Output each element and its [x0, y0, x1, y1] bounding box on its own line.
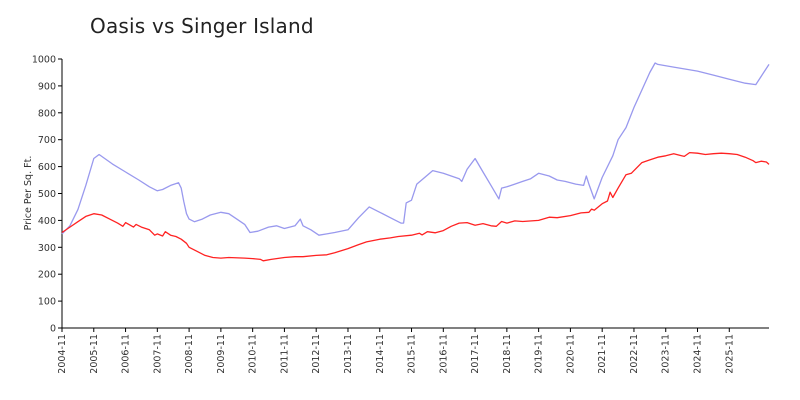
x-tick-label: 2016-11: [438, 334, 449, 374]
y-tick-label: 500: [38, 189, 56, 200]
x-tick-label: 2023-11: [661, 334, 672, 374]
x-tick-label: 2009-11: [216, 334, 227, 374]
x-tick-label: 2008-11: [184, 334, 195, 374]
x-tick-label: 2021-11: [597, 334, 608, 374]
y-tick-label: 200: [38, 270, 56, 281]
y-tick-label: 400: [38, 216, 56, 227]
x-tick-label: 2022-11: [629, 334, 640, 374]
x-tick-label: 2019-11: [534, 334, 545, 374]
y-tick-label: 1000: [32, 55, 56, 66]
y-axis-label: Price Per Sq. Ft.: [23, 156, 34, 231]
series-layer: [61, 62, 770, 262]
x-tick-label: 2011-11: [279, 334, 290, 374]
x-tick-label: 2010-11: [248, 334, 259, 374]
y-tick-label: 800: [38, 108, 56, 119]
y-tick-label: 700: [38, 135, 56, 146]
x-tick-label: 2024-11: [693, 334, 704, 374]
x-tick-label: 2025-11: [724, 334, 735, 374]
x-tick-label: 2017-11: [470, 334, 481, 374]
chart-title: Oasis vs Singer Island: [90, 14, 314, 38]
y-tick-label: 0: [50, 324, 56, 335]
series-line-2: [61, 151, 770, 262]
x-tick-label: 2012-11: [311, 334, 322, 374]
x-tick-label: 2018-11: [502, 334, 513, 374]
x-tick-label: 2014-11: [375, 334, 386, 374]
y-tick-label: 100: [38, 297, 56, 308]
x-tick-label: 2005-11: [89, 334, 100, 374]
x-tick-label: 2007-11: [152, 334, 163, 374]
y-tick-label: 900: [38, 81, 56, 92]
y-tick-label: 300: [38, 243, 56, 254]
x-tick-label: 2004-11: [57, 334, 68, 374]
x-tick-label: 2006-11: [121, 334, 132, 374]
x-tick-label: 2013-11: [343, 334, 354, 374]
y-axis: 0 100 200 300 400 500 600 700 800 900 1000: [32, 55, 63, 335]
x-axis: 2004-11 2005-11 2006-11 2007-11 2008-11 2009-…: [57, 327, 769, 374]
x-tick-label: 2020-11: [565, 334, 576, 374]
y-tick-label: 600: [38, 162, 56, 173]
series-line-1: [61, 62, 770, 236]
x-tick-label: 2015-11: [407, 334, 418, 374]
